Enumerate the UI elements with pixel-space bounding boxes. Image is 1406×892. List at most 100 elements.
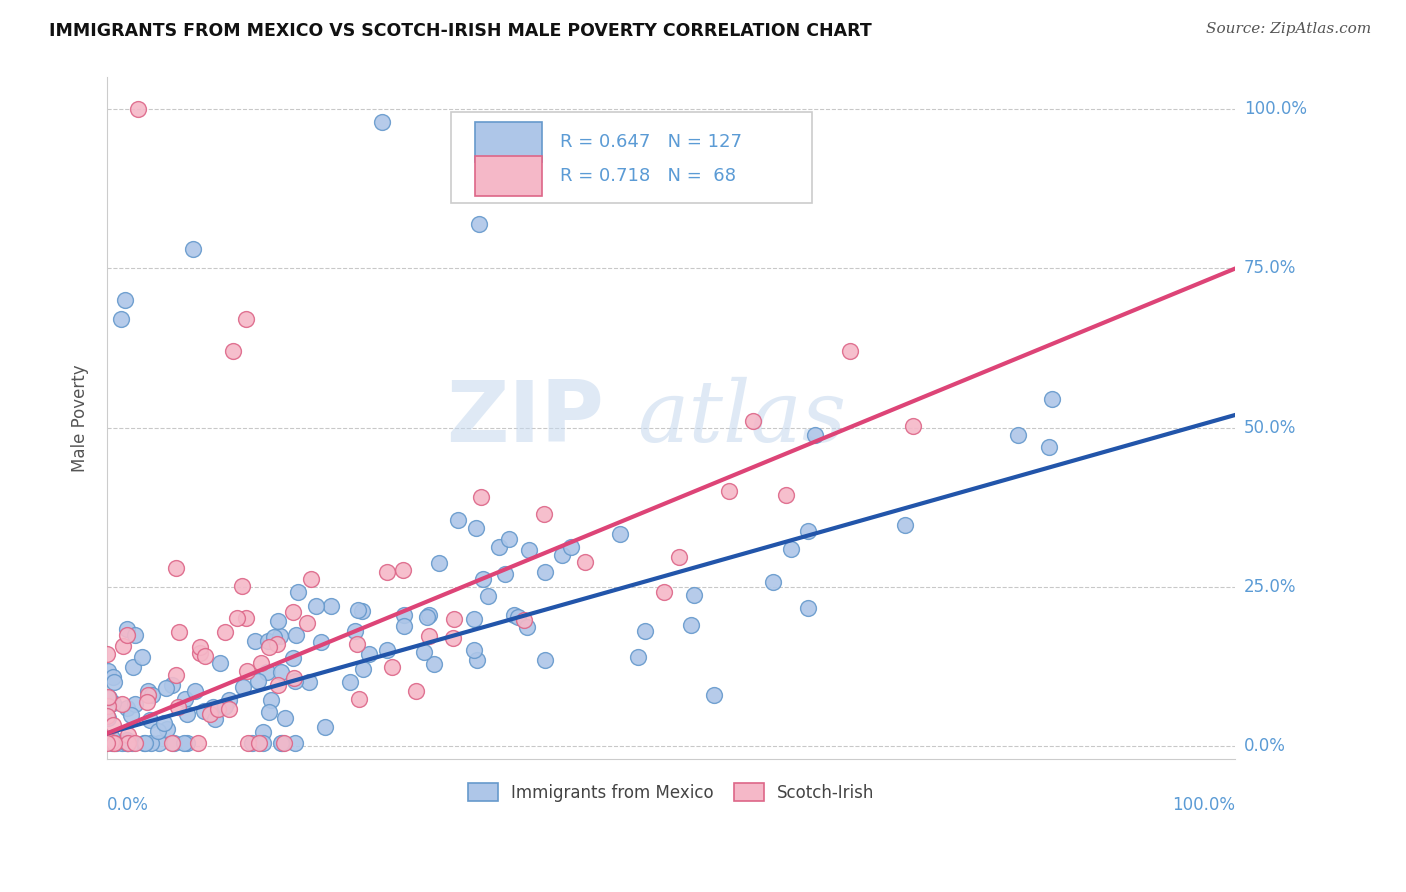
Point xyxy=(226,611,249,625)
Point xyxy=(97,690,120,704)
Point xyxy=(681,618,703,632)
Point xyxy=(894,518,917,533)
Point xyxy=(222,344,245,359)
Point xyxy=(236,736,259,750)
Point xyxy=(574,556,596,570)
Point xyxy=(494,566,516,581)
Point xyxy=(309,635,332,649)
Point xyxy=(98,690,121,705)
Point xyxy=(122,660,145,674)
Point xyxy=(214,700,236,714)
Point xyxy=(668,550,690,565)
Point xyxy=(112,640,135,654)
Point xyxy=(218,702,240,716)
Point xyxy=(124,627,146,641)
Point xyxy=(463,643,485,657)
Point xyxy=(193,704,215,718)
Point xyxy=(246,674,269,689)
Point xyxy=(503,607,526,622)
Point xyxy=(96,709,118,723)
Point xyxy=(441,631,464,645)
Point xyxy=(127,103,149,117)
Text: 0.0%: 0.0% xyxy=(1244,737,1285,755)
Point xyxy=(347,692,370,706)
Point xyxy=(209,656,232,670)
Point xyxy=(256,633,278,648)
Point xyxy=(115,733,138,747)
Point xyxy=(352,661,374,675)
Point xyxy=(508,610,530,624)
Point xyxy=(780,542,803,557)
Point xyxy=(136,683,159,698)
Point xyxy=(270,736,292,750)
Point xyxy=(136,688,159,702)
Text: 50.0%: 50.0% xyxy=(1244,418,1296,437)
Point xyxy=(346,603,368,617)
Point xyxy=(114,293,136,308)
Text: IMMIGRANTS FROM MEXICO VS SCOTCH-IRISH MALE POVERTY CORRELATION CHART: IMMIGRANTS FROM MEXICO VS SCOTCH-IRISH M… xyxy=(49,22,872,40)
Point xyxy=(134,736,156,750)
Point xyxy=(218,693,240,707)
Point xyxy=(260,693,283,707)
Point xyxy=(124,698,146,712)
Point xyxy=(901,418,924,433)
Point xyxy=(391,563,413,577)
Point xyxy=(375,642,398,657)
Point xyxy=(418,629,440,643)
Point xyxy=(207,702,229,716)
Point xyxy=(394,608,416,623)
Point xyxy=(104,736,127,750)
Point xyxy=(160,677,183,691)
Point xyxy=(235,611,257,625)
Point xyxy=(165,560,187,574)
Point xyxy=(163,736,186,750)
Point xyxy=(281,651,304,665)
Point xyxy=(839,343,862,358)
Point xyxy=(141,688,163,702)
Point xyxy=(139,713,162,727)
Point xyxy=(120,708,142,723)
Point xyxy=(204,712,226,726)
Point xyxy=(266,637,288,651)
Point xyxy=(214,699,236,714)
Point xyxy=(247,736,270,750)
Point xyxy=(252,736,274,750)
Point xyxy=(111,698,134,712)
Text: R = 0.718   N =  68: R = 0.718 N = 68 xyxy=(560,167,735,186)
Point xyxy=(176,707,198,722)
Text: 100.0%: 100.0% xyxy=(1244,100,1306,119)
Point xyxy=(103,736,125,750)
Point xyxy=(263,630,285,644)
Point xyxy=(283,671,305,685)
Point xyxy=(270,665,292,679)
Point xyxy=(281,605,304,619)
Point xyxy=(111,736,134,750)
Point xyxy=(131,649,153,664)
Point xyxy=(148,723,170,738)
FancyBboxPatch shape xyxy=(451,112,813,203)
Point xyxy=(271,736,294,750)
Point xyxy=(284,673,307,688)
Point xyxy=(609,527,631,541)
Point xyxy=(188,640,211,654)
Point xyxy=(117,736,139,750)
Point xyxy=(152,715,174,730)
Point xyxy=(165,668,187,682)
Point xyxy=(305,599,328,614)
Text: 100.0%: 100.0% xyxy=(1173,797,1236,814)
Point xyxy=(162,736,184,750)
Point xyxy=(250,656,273,670)
Point xyxy=(516,620,538,634)
Point xyxy=(443,612,465,626)
Point xyxy=(472,572,495,586)
Point xyxy=(235,665,257,679)
Point xyxy=(243,634,266,648)
Point xyxy=(115,628,138,642)
Point xyxy=(115,623,138,637)
Point xyxy=(101,670,124,684)
Point xyxy=(240,736,263,750)
Point xyxy=(298,675,321,690)
Point xyxy=(188,646,211,660)
Point xyxy=(468,217,491,231)
Point xyxy=(201,700,224,714)
